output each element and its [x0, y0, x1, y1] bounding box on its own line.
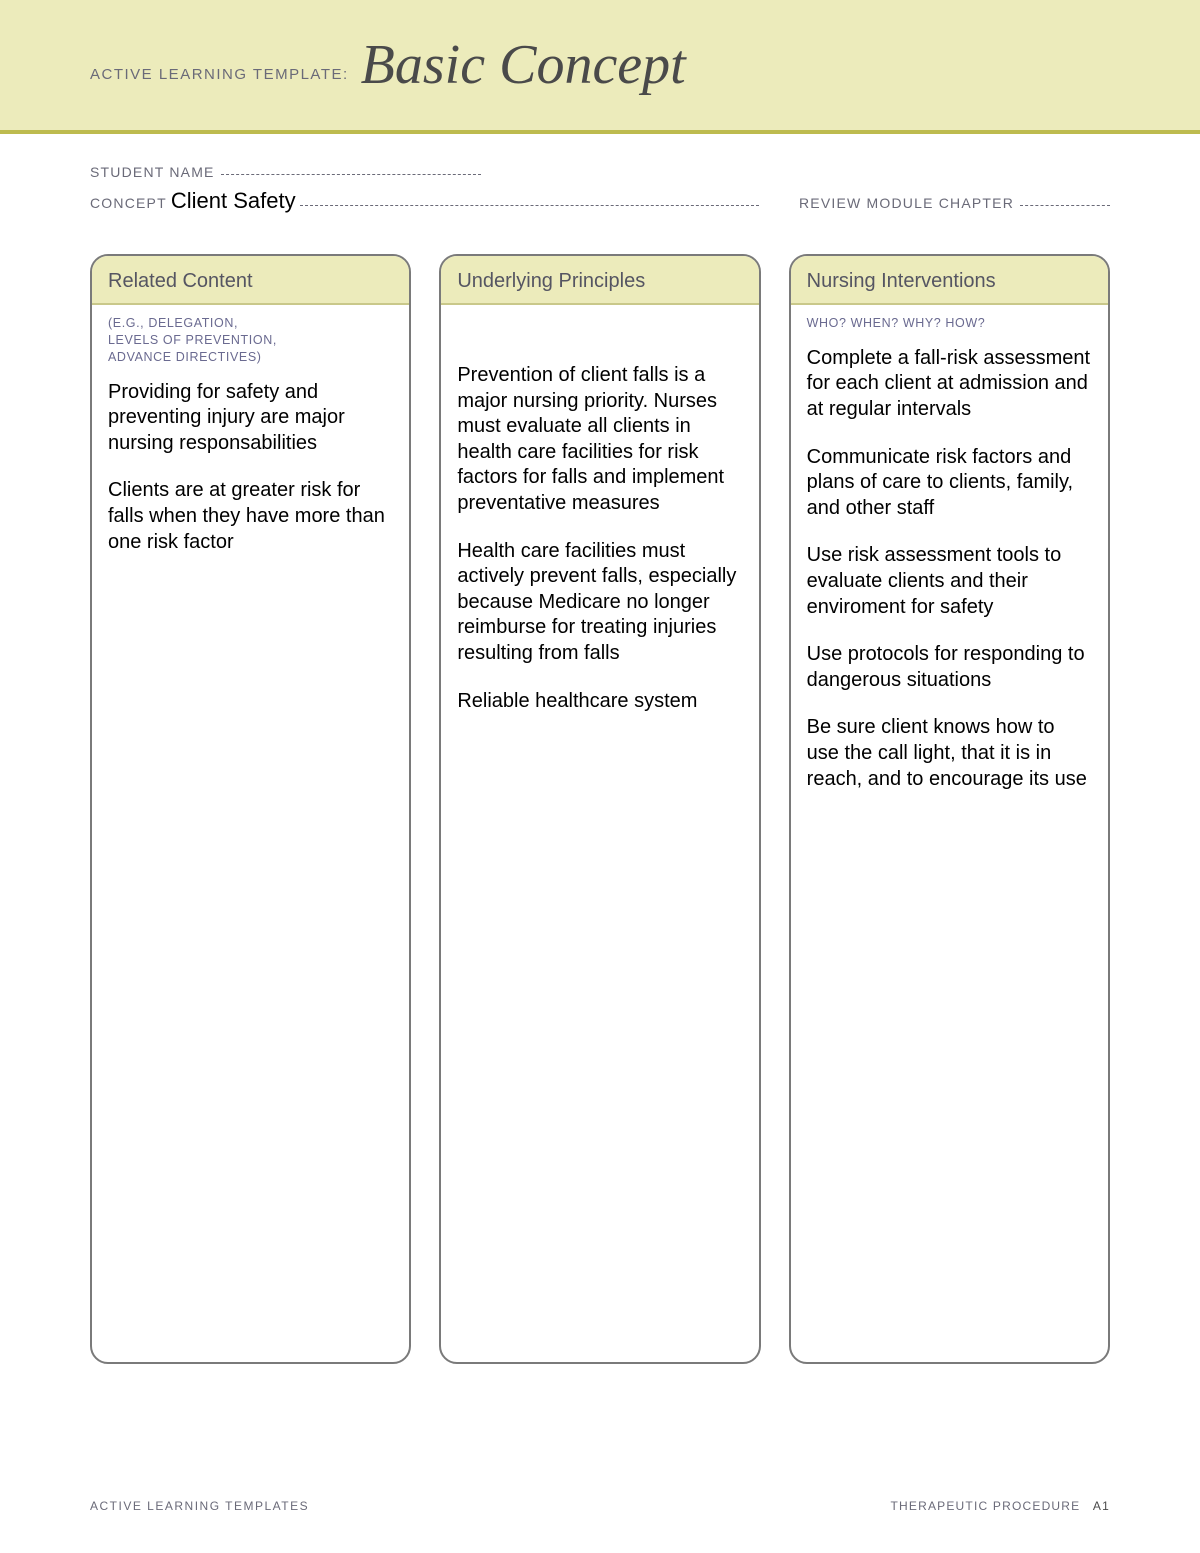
header-band: ACTIVE LEARNING TEMPLATE: Basic Concept	[0, 0, 1200, 130]
header-prefix: ACTIVE LEARNING TEMPLATE:	[90, 48, 349, 83]
review-label: REVIEW MODULE CHAPTER	[799, 195, 1014, 211]
content-paragraph: Health care facilities must actively pre…	[457, 539, 742, 667]
footer: ACTIVE LEARNING TEMPLATES THERAPEUTIC PR…	[90, 1499, 1110, 1513]
review-line[interactable]	[1020, 205, 1110, 206]
column-body: Complete a fall-risk assessment for each…	[791, 332, 1108, 830]
column-underlying-principles: Underlying Principles Prevention of clie…	[439, 254, 760, 1364]
column-title: Related Content	[108, 270, 393, 293]
content-paragraph: Complete a fall-risk assessment for each…	[807, 346, 1092, 423]
student-name-label: STUDENT NAME	[90, 164, 215, 180]
column-header: Related Content	[92, 256, 409, 305]
column-body: Providing for safety and preventing inju…	[92, 366, 409, 594]
column-header: Underlying Principles	[441, 256, 758, 305]
concept-label: CONCEPT	[90, 195, 167, 211]
header-title: Basic Concept	[361, 33, 686, 97]
column-body: Prevention of client falls is a major nu…	[441, 349, 758, 752]
column-subtitle: (E.G., DELEGATION, LEVELS OF PREVENTION,…	[92, 305, 409, 366]
review-row: REVIEW MODULE CHAPTER	[799, 195, 1110, 211]
column-related-content: Related Content (E.G., DELEGATION, LEVEL…	[90, 254, 411, 1364]
content-paragraph: Clients are at greater risk for falls wh…	[108, 478, 393, 555]
student-name-line[interactable]	[221, 174, 481, 175]
concept-line	[300, 205, 759, 206]
fields-area: STUDENT NAME CONCEPT Client Safety REVIE…	[0, 134, 1200, 234]
footer-left: ACTIVE LEARNING TEMPLATES	[90, 1499, 309, 1513]
content-paragraph: Be sure client knows how to use the call…	[807, 715, 1092, 792]
column-title: Underlying Principles	[457, 270, 742, 293]
content-paragraph: Use protocols for responding to dangerou…	[807, 642, 1092, 693]
concept-value[interactable]: Client Safety	[171, 188, 296, 214]
column-subtitle: WHO? WHEN? WHY? HOW?	[791, 305, 1108, 332]
content-paragraph: Reliable healthcare system	[457, 689, 742, 715]
column-nursing-interventions: Nursing Interventions WHO? WHEN? WHY? HO…	[789, 254, 1110, 1364]
content-paragraph: Communicate risk factors and plans of ca…	[807, 445, 1092, 522]
columns-wrap: Related Content (E.G., DELEGATION, LEVEL…	[0, 234, 1200, 1364]
footer-page: A1	[1093, 1499, 1110, 1513]
column-header: Nursing Interventions	[791, 256, 1108, 305]
concept-row: CONCEPT Client Safety	[90, 188, 759, 214]
content-paragraph: Prevention of client falls is a major nu…	[457, 363, 742, 517]
content-paragraph: Use risk assessment tools to evaluate cl…	[807, 543, 1092, 620]
student-name-row: STUDENT NAME	[90, 164, 1110, 180]
content-paragraph: Providing for safety and preventing inju…	[108, 380, 393, 457]
column-subtitle	[441, 305, 758, 349]
column-title: Nursing Interventions	[807, 270, 1092, 293]
footer-right-text: THERAPEUTIC PROCEDURE	[890, 1499, 1080, 1513]
footer-right: THERAPEUTIC PROCEDURE A1	[890, 1499, 1110, 1513]
